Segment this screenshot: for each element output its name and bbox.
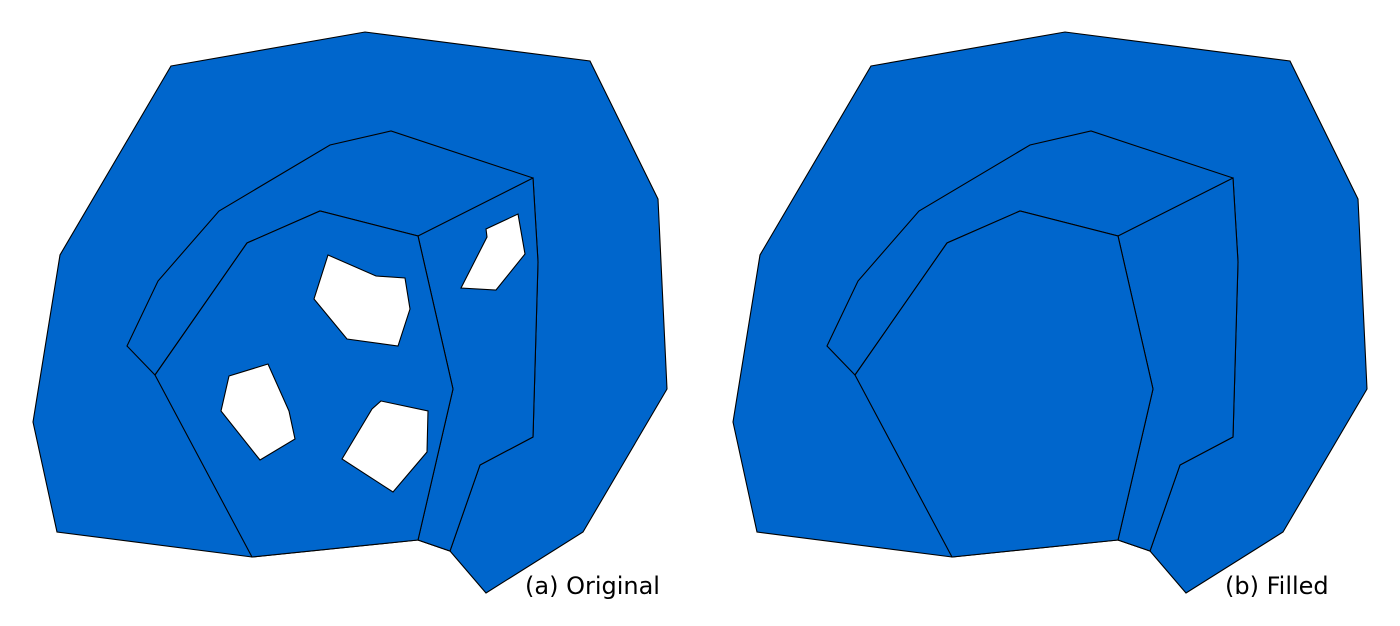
panel-original: (a) Original bbox=[32, 31, 668, 600]
hole-4 bbox=[341, 400, 429, 493]
hole-2 bbox=[460, 213, 526, 291]
caption-filled: (b) Filled bbox=[1225, 572, 1329, 600]
caption-original: (a) Original bbox=[525, 572, 660, 600]
hole-3 bbox=[220, 363, 296, 461]
hole-1 bbox=[313, 254, 411, 347]
inner-center-region bbox=[854, 210, 1154, 558]
panel-filled: (b) Filled bbox=[732, 31, 1368, 600]
